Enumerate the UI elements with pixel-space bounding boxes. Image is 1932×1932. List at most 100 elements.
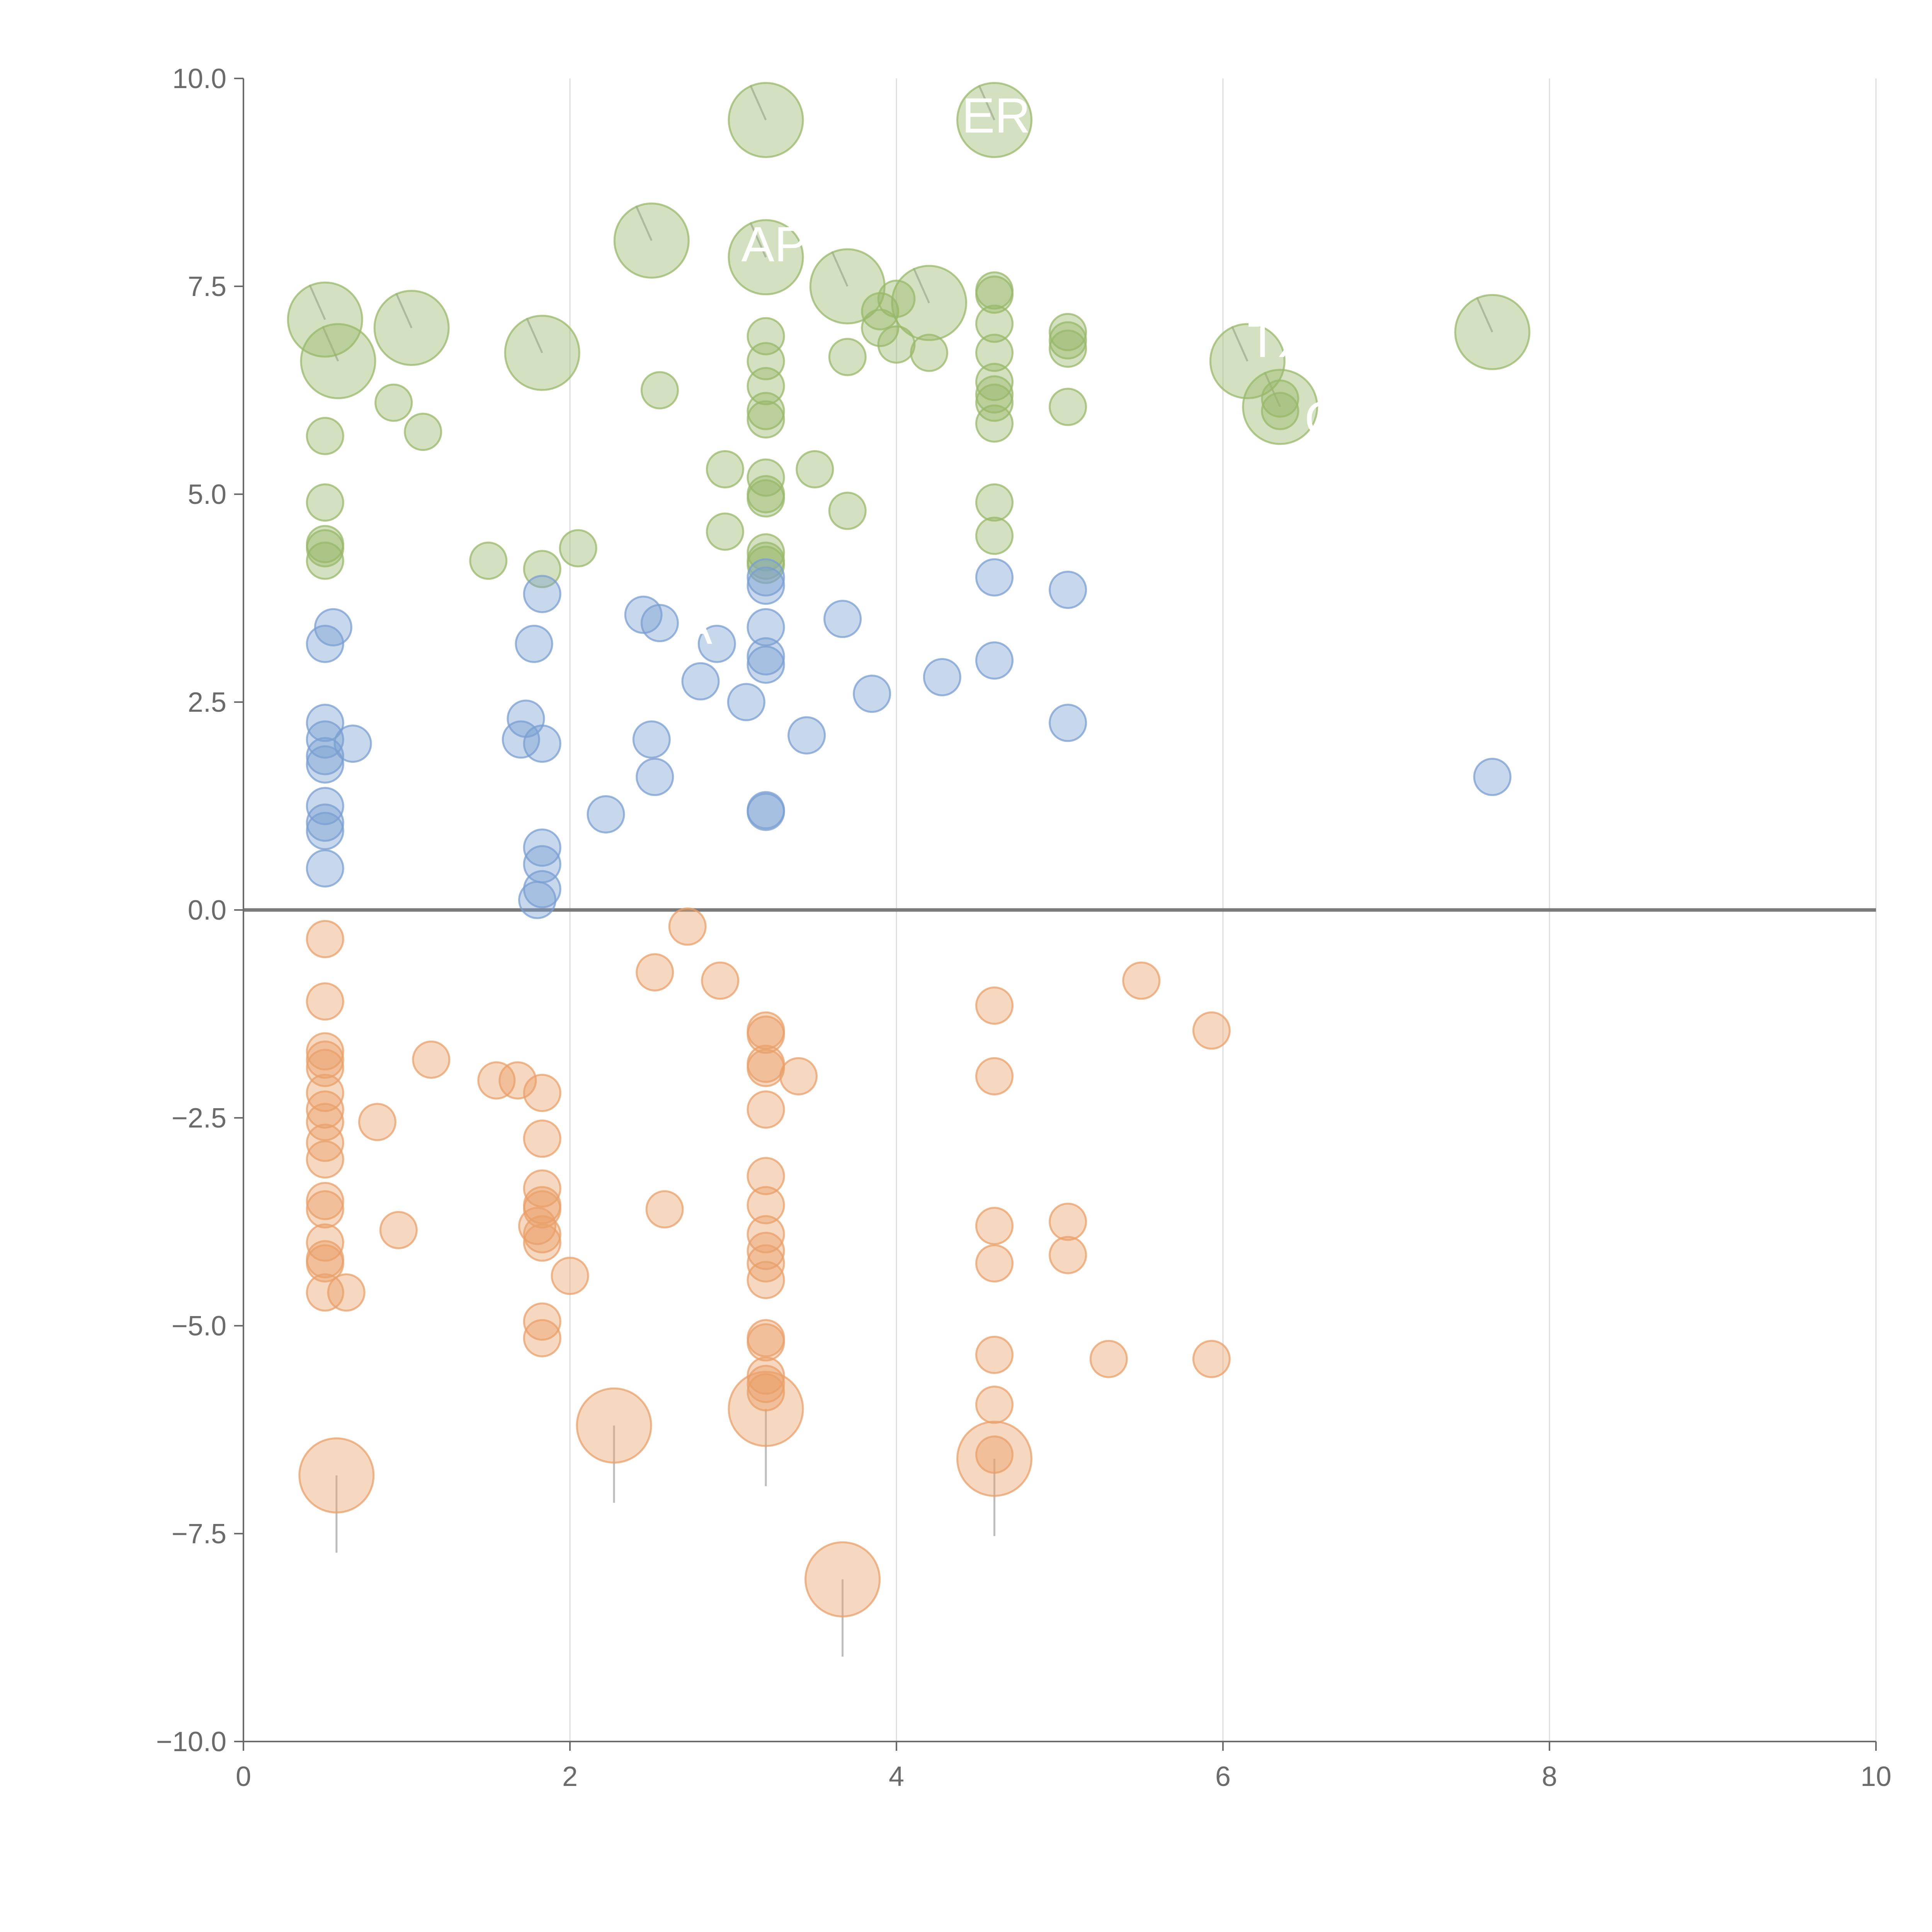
data-point [523,1302,561,1341]
data-point [306,1103,344,1141]
data-point [306,417,344,455]
data-point [306,737,344,776]
data-point [877,279,916,318]
data-point [314,608,352,646]
data-point [306,529,344,568]
data-point [576,1387,652,1464]
data-point [640,371,679,410]
data-point [910,333,948,372]
data-point [327,1273,366,1312]
data-point [861,309,900,347]
data-point [374,383,413,422]
x-tick-label: 8 [1542,1761,1557,1792]
data-point [975,304,1014,343]
data-point [640,604,679,643]
data-point [300,323,376,400]
data-point [747,1231,785,1270]
data-point [747,458,785,497]
data-point [706,450,744,488]
data-point [975,483,1014,522]
data-point [975,404,1014,443]
data-point [587,795,625,834]
data-point [747,400,785,439]
callout-label: ERP [962,88,1063,143]
data-point [727,683,765,721]
data-point [975,276,1014,314]
data-point [306,1190,344,1229]
x-tick-label: 10 [1861,1761,1891,1792]
data-point [747,1373,785,1412]
callout-label: A [492,458,525,514]
data-point [747,479,785,518]
data-point [823,600,862,638]
data-point [796,450,834,488]
data-point [975,375,1014,414]
leader-line [526,318,543,354]
data-point [613,202,690,279]
data-point [697,624,736,663]
callout-label: AP [742,217,808,272]
data-point [891,265,967,341]
leader-line [978,85,995,121]
data-point [747,1186,785,1225]
data-point [523,1223,561,1262]
y-tick-label: 7.5 [188,271,226,302]
data-point [469,541,508,580]
data-point [877,325,916,364]
data-point [518,881,556,919]
data-point [828,338,867,376]
data-point [1192,1011,1231,1050]
data-point [306,812,344,850]
leader-line [1476,297,1493,333]
data-point [523,1319,561,1357]
data-point [306,1073,344,1112]
y-tick-label: −7.5 [172,1519,226,1549]
data-point [306,849,344,888]
data-point [373,290,450,366]
data-point [306,1124,344,1162]
data-point [306,1182,344,1220]
data-point [1209,323,1286,400]
data-point [1049,704,1087,742]
data-point [1242,369,1318,445]
data-point [498,1061,537,1100]
data-point [1261,379,1299,418]
x-tick-label: 4 [889,1761,904,1792]
data-point [306,1040,344,1079]
data-point [287,281,363,358]
data-point [1049,1202,1087,1241]
callout-label: TX [1247,313,1311,368]
data-point [1049,321,1087,360]
data-point [306,1223,344,1262]
data-point [975,333,1014,372]
x-tick-label: 2 [562,1761,578,1792]
data-point [298,1437,375,1514]
data-point [379,1211,418,1250]
data-point [975,1385,1014,1424]
data-point [975,517,1014,555]
data-point [1192,1340,1231,1378]
data-point [747,1090,785,1129]
data-point [975,986,1014,1025]
data-point [523,575,561,613]
data-point [523,870,561,908]
data-point [1122,961,1161,1000]
data-point [523,1215,561,1253]
data-point [358,1103,396,1141]
data-point [706,512,744,551]
data-point [747,645,785,684]
y-tick-label: 10.0 [172,63,226,94]
leader-line [913,268,930,304]
data-point [1049,329,1087,368]
data-point [681,662,720,701]
leader-line [749,85,767,121]
data-point [975,1435,1014,1474]
data-point [975,1207,1014,1245]
data-point [779,1057,818,1095]
data-point [306,745,344,784]
data-point [975,641,1014,680]
data-point [1049,1236,1087,1274]
data-point [306,920,344,958]
x-tick-label: 6 [1215,1761,1231,1792]
